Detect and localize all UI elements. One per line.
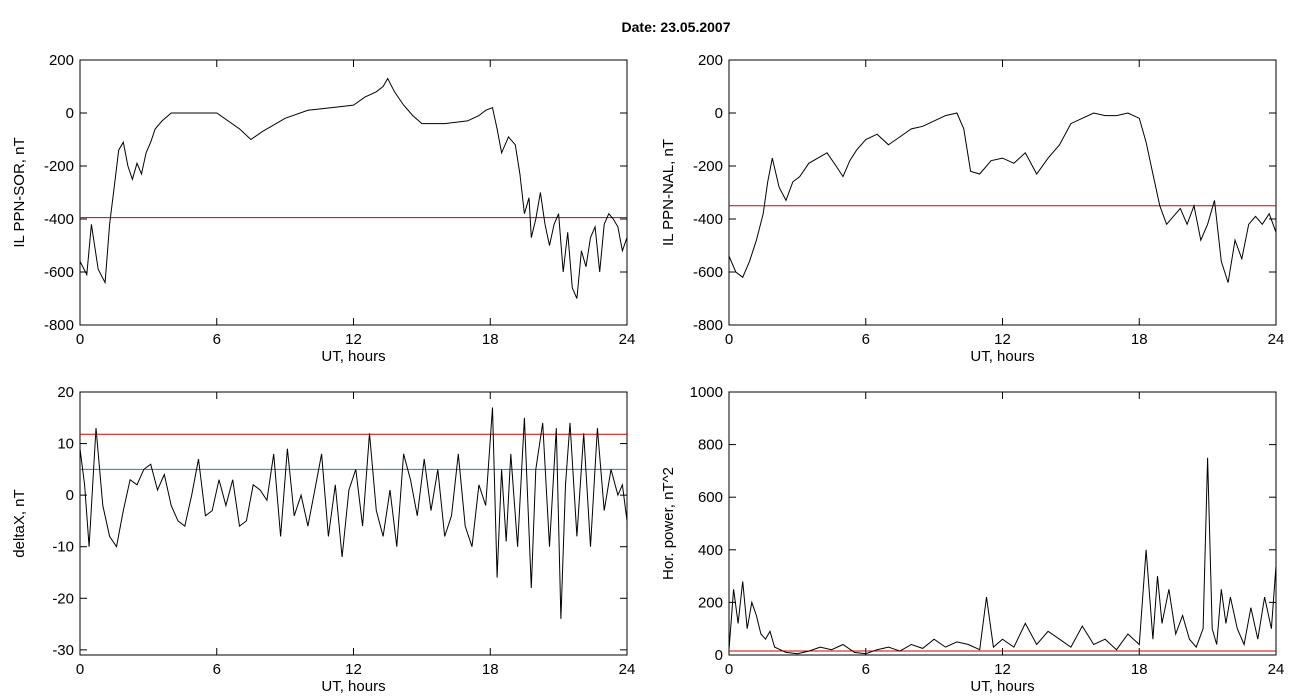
x-tick-label: 24 <box>619 661 636 678</box>
plot-frame <box>79 59 628 326</box>
data-line-1 <box>728 112 1277 283</box>
chart-panel-4: 0 6 12 18 24 1000 800 600 400 200 0 UT, hours Hor. p… <box>660 384 1284 695</box>
x-tick-label: 0 <box>76 661 84 678</box>
y-tick-label: -400 <box>693 211 723 228</box>
x-tick-label: 24 <box>1268 661 1285 678</box>
y-tick-label: 800 <box>698 437 723 454</box>
x-axis-label: UT, hours <box>321 678 385 695</box>
y-tick-label: 10 <box>57 436 74 453</box>
y-axis-label: Hor. power, nT^2 <box>660 467 677 580</box>
y-tick-label: -30 <box>52 642 74 659</box>
data-line-1 <box>79 77 628 299</box>
chart-panel-1: 0 6 12 18 24 200 0 -200 -400 -600 -800 UT, hours IL … <box>11 52 635 365</box>
y-tick-label: 0 <box>715 647 723 664</box>
x-tick-label: 0 <box>725 661 733 678</box>
y-tick-label: 600 <box>698 489 723 506</box>
x-tick-label: 6 <box>862 661 870 678</box>
x-tick-label: 0 <box>76 331 84 348</box>
x-tick-label: 6 <box>213 661 221 678</box>
x-tick-label: 24 <box>619 331 636 348</box>
x-axis-label: UT, hours <box>321 348 385 365</box>
x-tick-label: 12 <box>345 331 362 348</box>
plot-frame <box>79 391 628 656</box>
x-tick-label: 18 <box>1131 331 1148 348</box>
y-tick-label: 200 <box>49 52 74 69</box>
x-tick-label: 12 <box>345 661 362 678</box>
x-axis-label: UT, hours <box>970 348 1034 365</box>
x-tick-label: 24 <box>1268 331 1285 348</box>
y-tick-label: -20 <box>52 590 74 607</box>
y-tick-label: 1000 <box>690 384 723 401</box>
y-tick-label: -200 <box>44 158 74 175</box>
y-tick-label: -800 <box>693 317 723 334</box>
data-line-1 <box>79 407 628 619</box>
x-tick-label: 6 <box>862 331 870 348</box>
y-tick-label: 0 <box>66 487 74 504</box>
y-tick-label: 0 <box>715 105 723 122</box>
page-title: Date: 23.05.2007 <box>621 19 731 35</box>
y-tick-label: -600 <box>44 264 74 281</box>
y-tick-label: 200 <box>698 52 723 69</box>
chart-panel-2: 0 6 12 18 24 200 0 -200 -400 -600 -800 UT, hours IL … <box>660 52 1284 365</box>
x-axis-label: UT, hours <box>970 678 1034 695</box>
x-tick-label: 18 <box>482 331 499 348</box>
y-axis-label: deltaX, nT <box>11 489 28 557</box>
x-tick-label: 6 <box>213 331 221 348</box>
y-tick-label: -400 <box>44 211 74 228</box>
x-tick-label: 18 <box>482 661 499 678</box>
x-tick-label: 12 <box>994 331 1011 348</box>
y-axis-label: IL PPN-NAL, nT <box>660 139 677 246</box>
chart-panel-3: 0 6 12 18 24 20 10 0 -10 -20 -30 UT, hours deltaX, n… <box>11 384 635 695</box>
y-tick-label: 0 <box>66 105 74 122</box>
y-tick-label: -200 <box>693 158 723 175</box>
y-tick-label: -600 <box>693 264 723 281</box>
y-tick-label: -10 <box>52 539 74 556</box>
data-line-1 <box>728 457 1277 655</box>
plot-frame <box>728 59 1277 326</box>
y-tick-label: 200 <box>698 594 723 611</box>
y-tick-label: 400 <box>698 542 723 559</box>
y-tick-label: 20 <box>57 384 74 401</box>
y-axis-label: IL PPN-SOR, nT <box>11 137 28 247</box>
plot-frame <box>728 391 1277 656</box>
x-tick-label: 18 <box>1131 661 1148 678</box>
x-tick-label: 12 <box>994 661 1011 678</box>
x-tick-label: 0 <box>725 331 733 348</box>
y-tick-label: -800 <box>44 317 74 334</box>
